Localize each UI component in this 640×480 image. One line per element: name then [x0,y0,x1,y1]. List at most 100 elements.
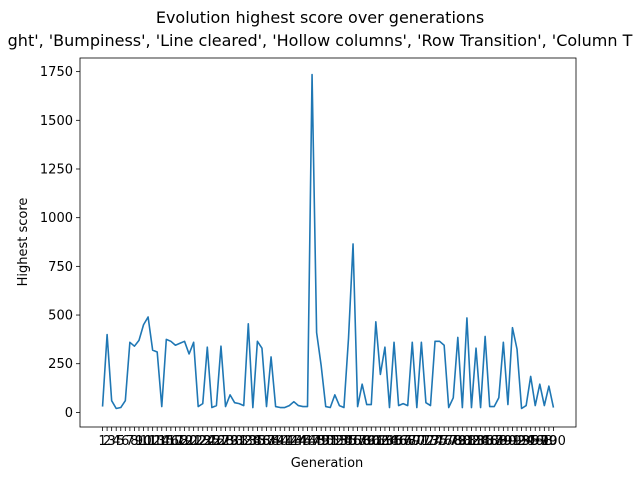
x-tick-label: 60 [363,434,380,449]
x-tick-label: 54 [336,434,353,449]
x-tick-label: 10 [135,434,152,449]
y-tick-label: 500 [48,309,73,324]
x-tick-label: 68 [399,434,416,449]
x-tick-label: 12 [144,434,161,449]
x-tick-label: 91 [504,434,521,449]
x-tick-label: 7 [126,434,134,449]
x-tick-label: 28 [217,434,234,449]
x-tick-label: 15 [158,434,175,449]
x-tick-label: 29 [222,434,239,449]
x-tick-label: 40 [272,434,289,449]
x-tick-label: 96 [527,434,544,449]
x-tick-label: 62 [372,434,389,449]
x-tick-label: 37 [258,434,275,449]
x-tick-label: 36 [254,434,271,449]
x-axis: 1234567891011121314151617181920212223242… [98,427,566,449]
x-tick-label: 73 [422,434,439,449]
x-tick-label: 26 [208,434,225,449]
x-tick-label: 99 [541,434,558,449]
x-tick-label: 19 [176,434,193,449]
x-tick-label: 13 [149,434,166,449]
x-tick-label: 58 [354,434,371,449]
x-tick-label: 44 [290,434,307,449]
x-tick-label: 56 [345,434,362,449]
y-tick-label: 750 [48,260,73,275]
x-tick-label: 84 [472,434,489,449]
x-tick-label: 41 [276,434,293,449]
x-tick-label: 98 [536,434,553,449]
x-tick-label: 32 [235,434,252,449]
y-tick-label: 0 [65,406,73,421]
x-tick-label: 3 [108,434,116,449]
x-tick-label: 11 [140,434,157,449]
x-tick-label: 87 [486,434,503,449]
x-axis-label: Generation [291,456,364,471]
x-tick-label: 51 [322,434,339,449]
x-tick-label: 55 [340,434,357,449]
x-tick-label: 90 [500,434,517,449]
x-tick-label: 27 [213,434,230,449]
x-tick-label: 6 [121,434,129,449]
x-tick-label: 20 [181,434,198,449]
x-tick-label: 2 [103,434,111,449]
x-tick-label: 70 [409,434,426,449]
x-tick-label: 52 [327,434,344,449]
x-tick-label: 47 [304,434,321,449]
chart-subtitle: ght', 'Bumpiness', 'Line cleared', 'Holl… [7,31,633,50]
x-tick-label: 21 [185,434,202,449]
x-tick-label: 64 [381,434,398,449]
x-tick-label: 97 [532,434,549,449]
x-tick-label: 78 [445,434,462,449]
x-tick-label: 61 [368,434,385,449]
x-tick-label: 1 [98,434,106,449]
y-axis: 0 250 500 750 1000 1250 1500 1750 [40,65,80,421]
x-tick-label: 50 [317,434,334,449]
plot-area [79,57,577,428]
x-tick-label: 23 [194,434,211,449]
x-tick-label: 25 [204,434,221,449]
x-tick-label: 77 [440,434,457,449]
y-tick-label: 1000 [40,211,73,226]
x-tick-label: 95 [522,434,539,449]
x-tick-label: 57 [349,434,366,449]
x-tick-label: 89 [495,434,512,449]
x-tick-label: 71 [413,434,430,449]
x-tick-label: 82 [463,434,480,449]
y-tick-label: 250 [48,357,73,372]
y-tick-label: 1750 [40,65,73,80]
x-tick-label: 33 [240,434,257,449]
x-tick-label: 9 [135,434,143,449]
x-tick-label: 45 [295,434,312,449]
x-tick-label: 80 [454,434,471,449]
x-tick-label: 67 [395,434,412,449]
x-tick-label: 79 [450,434,467,449]
x-tick-label: 59 [358,434,375,449]
x-tick-label: 30 [226,434,243,449]
x-tick-label: 39 [267,434,284,449]
x-tick-label: 38 [263,434,280,449]
x-tick-label: 31 [231,434,248,449]
x-tick-label: 4 [112,434,120,449]
x-tick-label: 94 [518,434,535,449]
x-tick-label: 81 [459,434,476,449]
x-tick-label: 5 [117,434,125,449]
x-tick-label: 24 [199,434,216,449]
series-line [101,73,555,410]
x-tick-label: 74 [427,434,444,449]
x-tick-label: 65 [386,434,403,449]
x-tick-label: 42 [281,434,298,449]
x-tick-label: 83 [468,434,485,449]
x-tick-label: 69 [404,434,421,449]
x-tick-label: 53 [331,434,348,449]
x-tick-label: 100 [541,434,566,449]
x-tick-label: 18 [172,434,189,449]
x-tick-label: 43 [286,434,303,449]
x-tick-label: 46 [299,434,316,449]
x-tick-label: 63 [377,434,394,449]
x-tick-label: 76 [436,434,453,449]
x-tick-label: 85 [477,434,494,449]
plot-frame [79,57,577,428]
y-tick-label: 1500 [40,114,73,129]
x-tick-label: 72 [418,434,435,449]
